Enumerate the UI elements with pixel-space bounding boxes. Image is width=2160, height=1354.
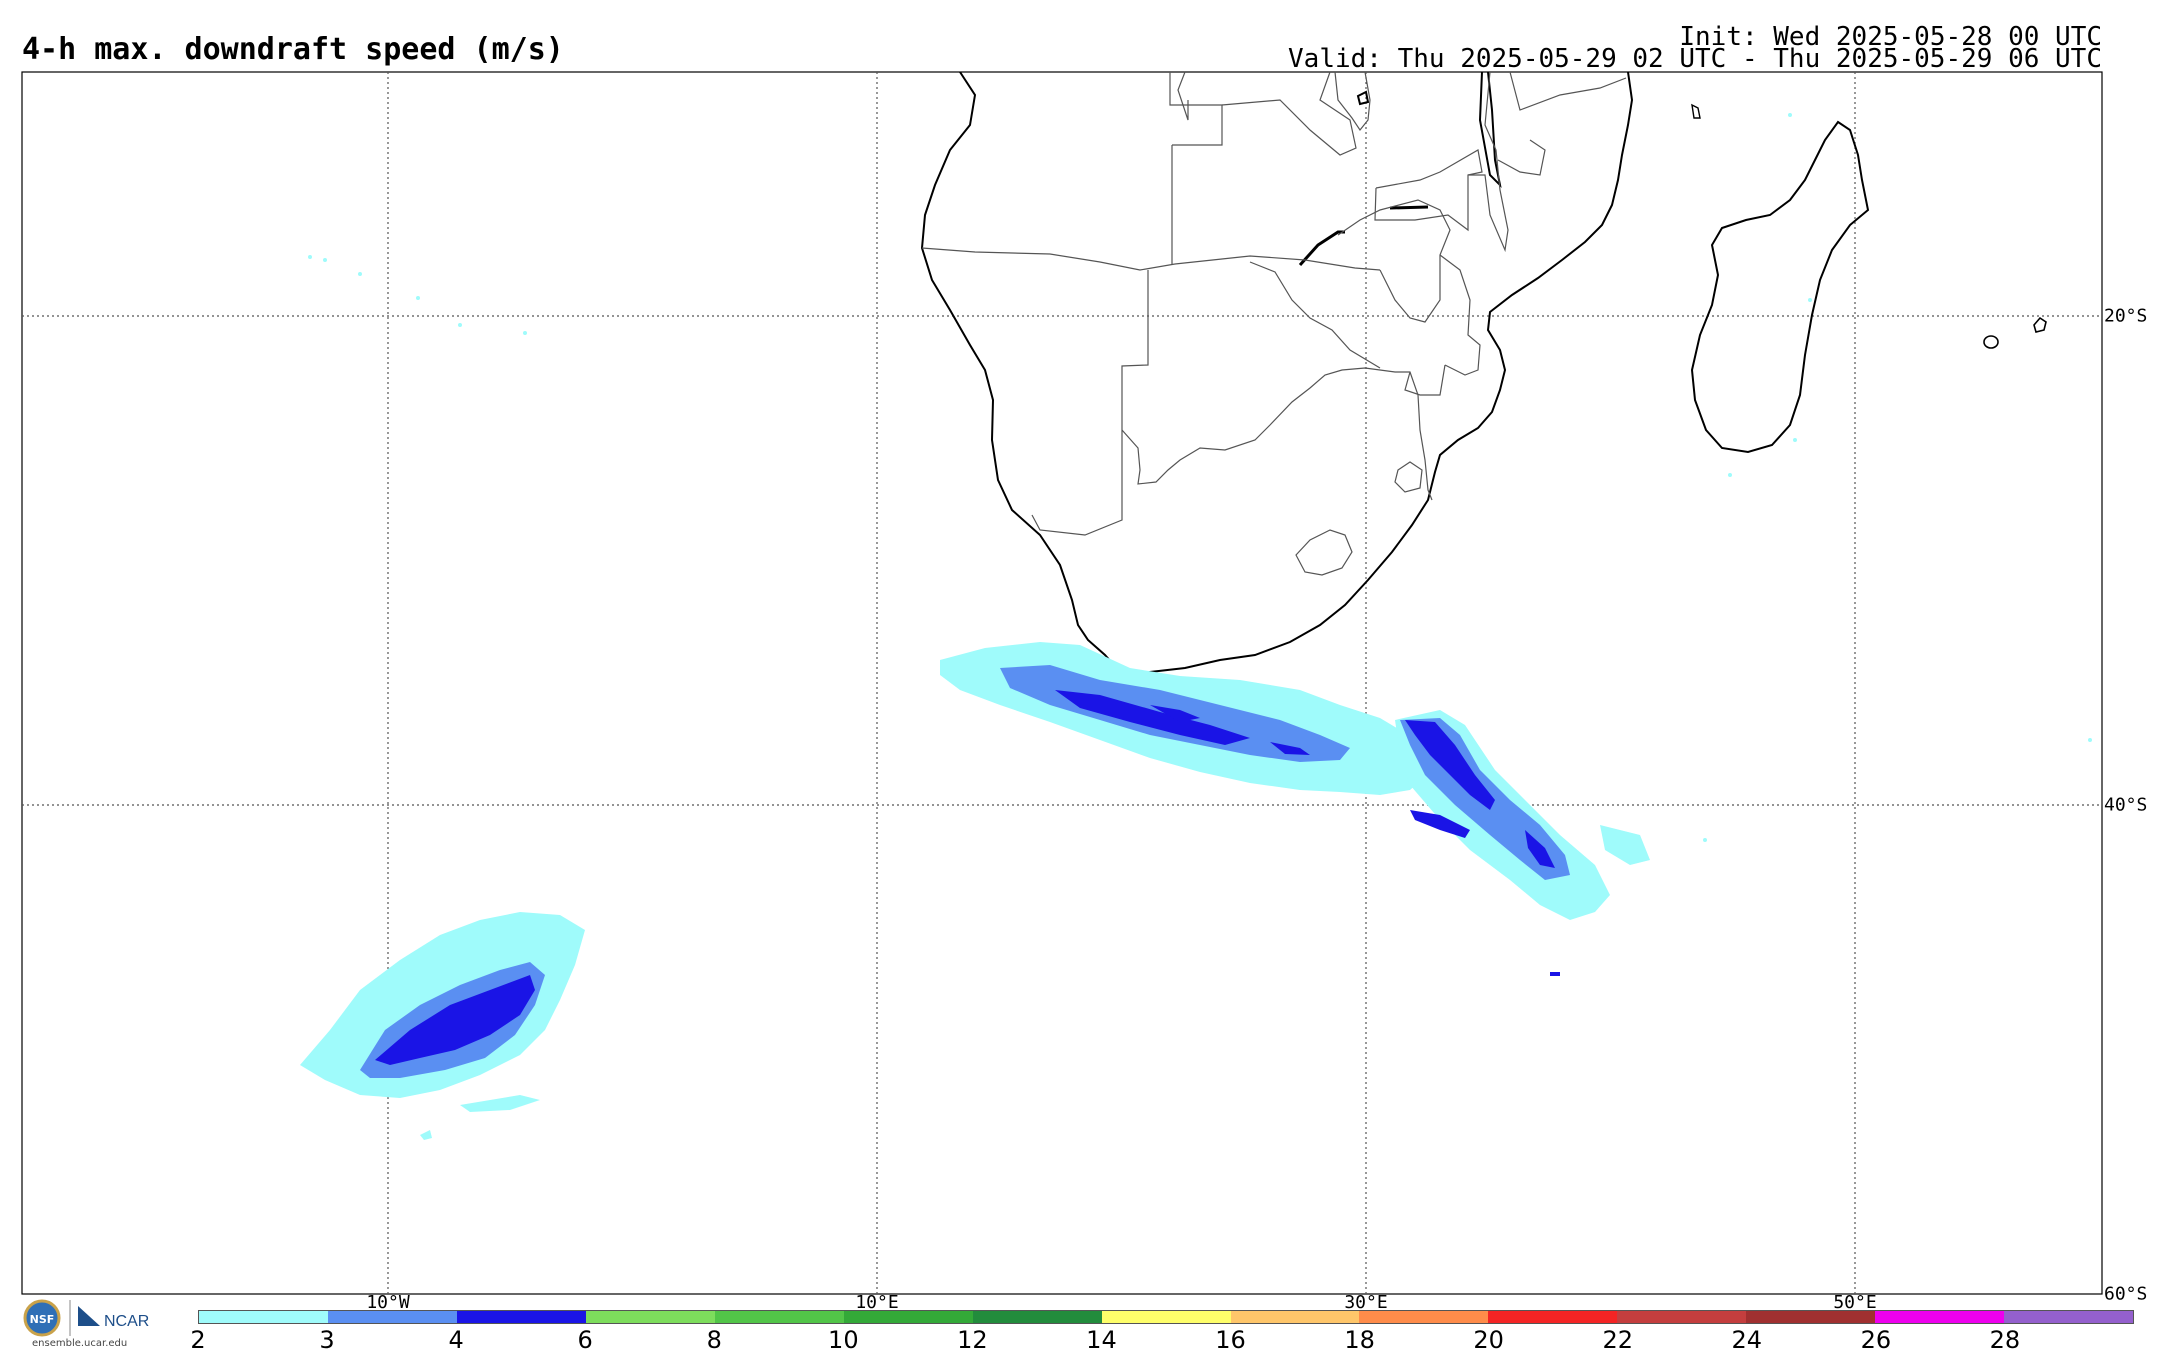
colorbar-segment [1359, 1311, 1489, 1323]
colorbar-segment [456, 1311, 586, 1323]
colorbar-segment [199, 1311, 328, 1323]
colorbar-segment [1617, 1311, 1747, 1323]
country-borders [921, 71, 1627, 576]
mauritius-island [1983, 335, 1999, 349]
lat-label-40s: 40°S [2104, 794, 2148, 816]
colorbar [198, 1310, 2134, 1324]
downdraft-swath-cape [940, 642, 1430, 795]
map-title: 4-h max. downdraft speed (m/s) [22, 32, 564, 67]
colorbar-segment [327, 1311, 457, 1323]
colorbar-segment [1746, 1311, 1876, 1323]
lat-label-20s: 20°S [2104, 305, 2148, 327]
credit-text: ensemble.ucar.edu [32, 1338, 128, 1349]
downdraft-swath-atlantic [300, 912, 585, 1140]
colorbar-segment [843, 1311, 973, 1323]
africa-coastline [920, 71, 1634, 680]
colorbar-tick-label: 6 [577, 1326, 593, 1354]
colorbar-segment [1875, 1311, 2005, 1323]
colorbar-tick-label: 22 [1602, 1326, 1633, 1354]
colorbar-tick-label: 3 [319, 1326, 335, 1354]
colorbar-tick-label: 14 [1086, 1326, 1117, 1354]
madagascar [1690, 120, 1870, 454]
colorbar-tick-label: 2 [190, 1326, 206, 1354]
colorbar-tick-label: 16 [1215, 1326, 1246, 1354]
lon-label-10e: 10°E [855, 1292, 899, 1313]
colorbar-tick-label: 20 [1473, 1326, 1504, 1354]
nsf-text: NSF [30, 1313, 55, 1326]
lon-label-10w: 10°W [366, 1292, 410, 1313]
lake-kariba [1389, 205, 1429, 210]
colorbar-segment [1488, 1311, 1618, 1323]
colorbar-tick-label: 24 [1731, 1326, 1763, 1354]
nsf-seal-icon [23, 1299, 61, 1337]
colorbar-tick-label: 8 [706, 1326, 722, 1354]
colorbar-segment [1101, 1311, 1231, 1323]
colorbar-tick-label: 10 [828, 1326, 859, 1354]
nsf-ncar-logo: NSF NCAR [23, 1299, 149, 1337]
lake-tanganyika-end [1356, 90, 1370, 106]
valid-time: Valid: Thu 2025-05-29 02 UTC - Thu 2025-… [1288, 44, 2102, 74]
downdraft-speckles [308, 113, 2092, 842]
colorbar-tick-label: 28 [1989, 1326, 2021, 1354]
colorbar-segment [972, 1311, 1102, 1323]
downdraft-swath-east [1395, 710, 1650, 976]
colorbar-tick-label: 12 [957, 1326, 988, 1354]
colorbar-tick-label: 26 [1860, 1326, 1892, 1354]
lat-label-60s: 60°S [2104, 1283, 2148, 1305]
colorbar-tick-label: 18 [1344, 1326, 1375, 1354]
comoros-island [1691, 103, 1701, 119]
graticule [22, 72, 2102, 1294]
colorbar-segment [1230, 1311, 1360, 1323]
ncar-text: NCAR [104, 1313, 149, 1330]
colorbar-tick-label: 4 [448, 1326, 464, 1354]
lon-label-50e: 50°E [1833, 1292, 1877, 1313]
colorbar-segment [714, 1311, 844, 1323]
colorbar-segment [2004, 1311, 2134, 1323]
colorbar-segment [585, 1311, 715, 1323]
ncar-logo-icon [78, 1306, 100, 1326]
init-time: Init: Wed 2025-05-28 00 UTC [1679, 22, 2102, 52]
lon-label-30e: 30°E [1344, 1292, 1388, 1313]
reunion-island [2033, 316, 2047, 333]
